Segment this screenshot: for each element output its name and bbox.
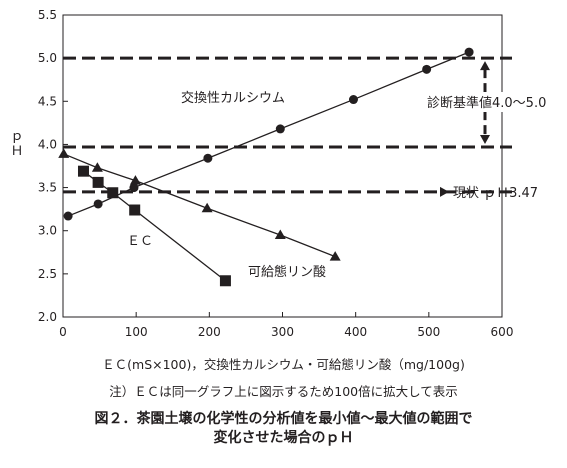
y-tick-label: 3.5 [38,181,57,195]
x-tick-label: 100 [125,325,148,339]
y-tick-label: 2.0 [38,310,57,324]
reference-lines [63,56,512,194]
data-point [77,165,89,177]
y-tick-label: 2.5 [38,267,57,281]
current-label: 現状 ｐＨ3.47 [453,186,538,201]
x-tick-label: 500 [417,325,440,339]
data-point [422,64,432,74]
x-axis-label: ＥＣ(mS×100)，交換性カルシウム・可給態リン酸（mg/100g) [102,357,465,372]
y-tick-label: 5.5 [38,8,57,22]
data-point [58,148,70,158]
caption-line-1: 図２．茶園土壌の化学性の分析値を最小値～最大値の範囲で [94,411,473,427]
series-layer [58,47,474,287]
data-point [129,204,141,216]
range-arrow-head-down [480,135,490,145]
series-label: 可給態リン酸 [248,264,326,280]
x-tick-label: 400 [344,325,367,339]
series-label: ＥＣ [127,234,153,249]
data-point [107,187,119,199]
current-arrow-head [440,186,449,197]
series-label: 交換性カルシウム [181,90,285,106]
x-tick-label: 200 [198,325,221,339]
data-point [203,153,213,163]
data-point [91,162,103,172]
x-tick-label: 0 [59,325,67,339]
data-point [129,183,139,193]
x-tick-label: 300 [271,325,294,339]
figure-caption: 図２．茶園土壌の化学性の分析値を最小値～最大値の範囲で 変化させた場合のｐＨ [0,410,567,448]
chart: 2.0 2.5 3.0 3.5 4.0 4.5 5.0 5.5 0 100 200 300 400 500… [10,8,546,339]
data-point [274,229,286,240]
range-label-bg [423,92,543,112]
chart-note: 注）ＥＣは同一グラフ上に図示するため100倍に拡大して表示 [109,384,458,399]
data-point [129,175,141,185]
data-point [329,251,341,261]
y-tick-label: 4.0 [38,137,57,151]
data-point [348,95,358,105]
y-axis-label: Ｈ [10,144,23,159]
series-line [67,51,470,217]
data-point [93,199,103,209]
data-point [464,47,474,57]
y-axis-label: ｐ [10,129,23,144]
y-tick-label: 4.5 [38,94,57,108]
annotations: 交換性カルシウム ＥＣ 可給態リン酸 診断基準値4.0～5.0 現状 ｐＨ3.47 [127,61,546,280]
y-tick-label: 3.0 [38,224,57,238]
caption-line-2: 変化させた場合のｐＨ [213,430,354,446]
y-tick-label: 5.0 [38,51,57,65]
data-point [275,124,285,134]
axes: 2.0 2.5 3.0 3.5 4.0 4.5 5.0 5.5 0 100 200 300 400 500… [10,8,513,339]
data-point [219,275,231,287]
data-point [201,202,213,213]
x-tick-label: 600 [491,325,514,339]
range-label: 診断基準値4.0～5.0 [427,95,546,111]
range-arrow-head-up [480,61,490,71]
data-point [63,211,73,221]
series-line [63,153,336,258]
data-point [92,176,104,188]
